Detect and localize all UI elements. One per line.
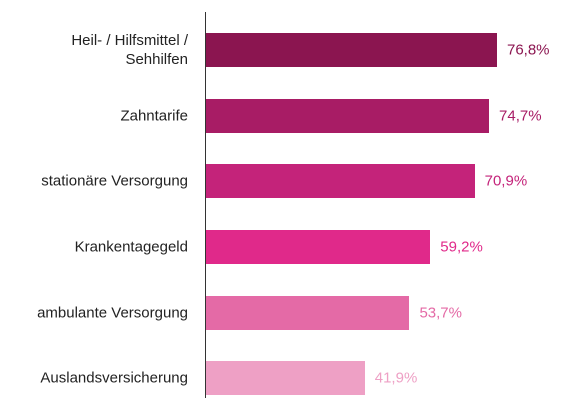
bar xyxy=(206,98,490,133)
bar xyxy=(206,295,410,330)
bar xyxy=(206,229,431,264)
value-label: 41,9% xyxy=(374,369,418,387)
value-label: 74,7% xyxy=(499,107,542,124)
y-axis-line xyxy=(205,12,206,398)
value-label: 53,7% xyxy=(419,304,462,321)
category-label: Zahntarife xyxy=(120,107,188,124)
category-label: stationäre Versorgung xyxy=(41,172,188,190)
value-label: 59,2% xyxy=(440,238,483,256)
category-label: Auslandsversicherung xyxy=(40,369,188,387)
value-label: 76,8% xyxy=(506,41,550,59)
bar xyxy=(206,32,497,67)
value-label: 70,9% xyxy=(484,172,528,190)
category-label: ambulante Versorgung xyxy=(37,304,188,321)
bar xyxy=(206,361,365,396)
bar xyxy=(206,164,475,199)
category-label: Krankentagegeld xyxy=(74,238,188,256)
category-label: Heil- / Hilfsmittel / Sehhilfen xyxy=(71,31,188,68)
